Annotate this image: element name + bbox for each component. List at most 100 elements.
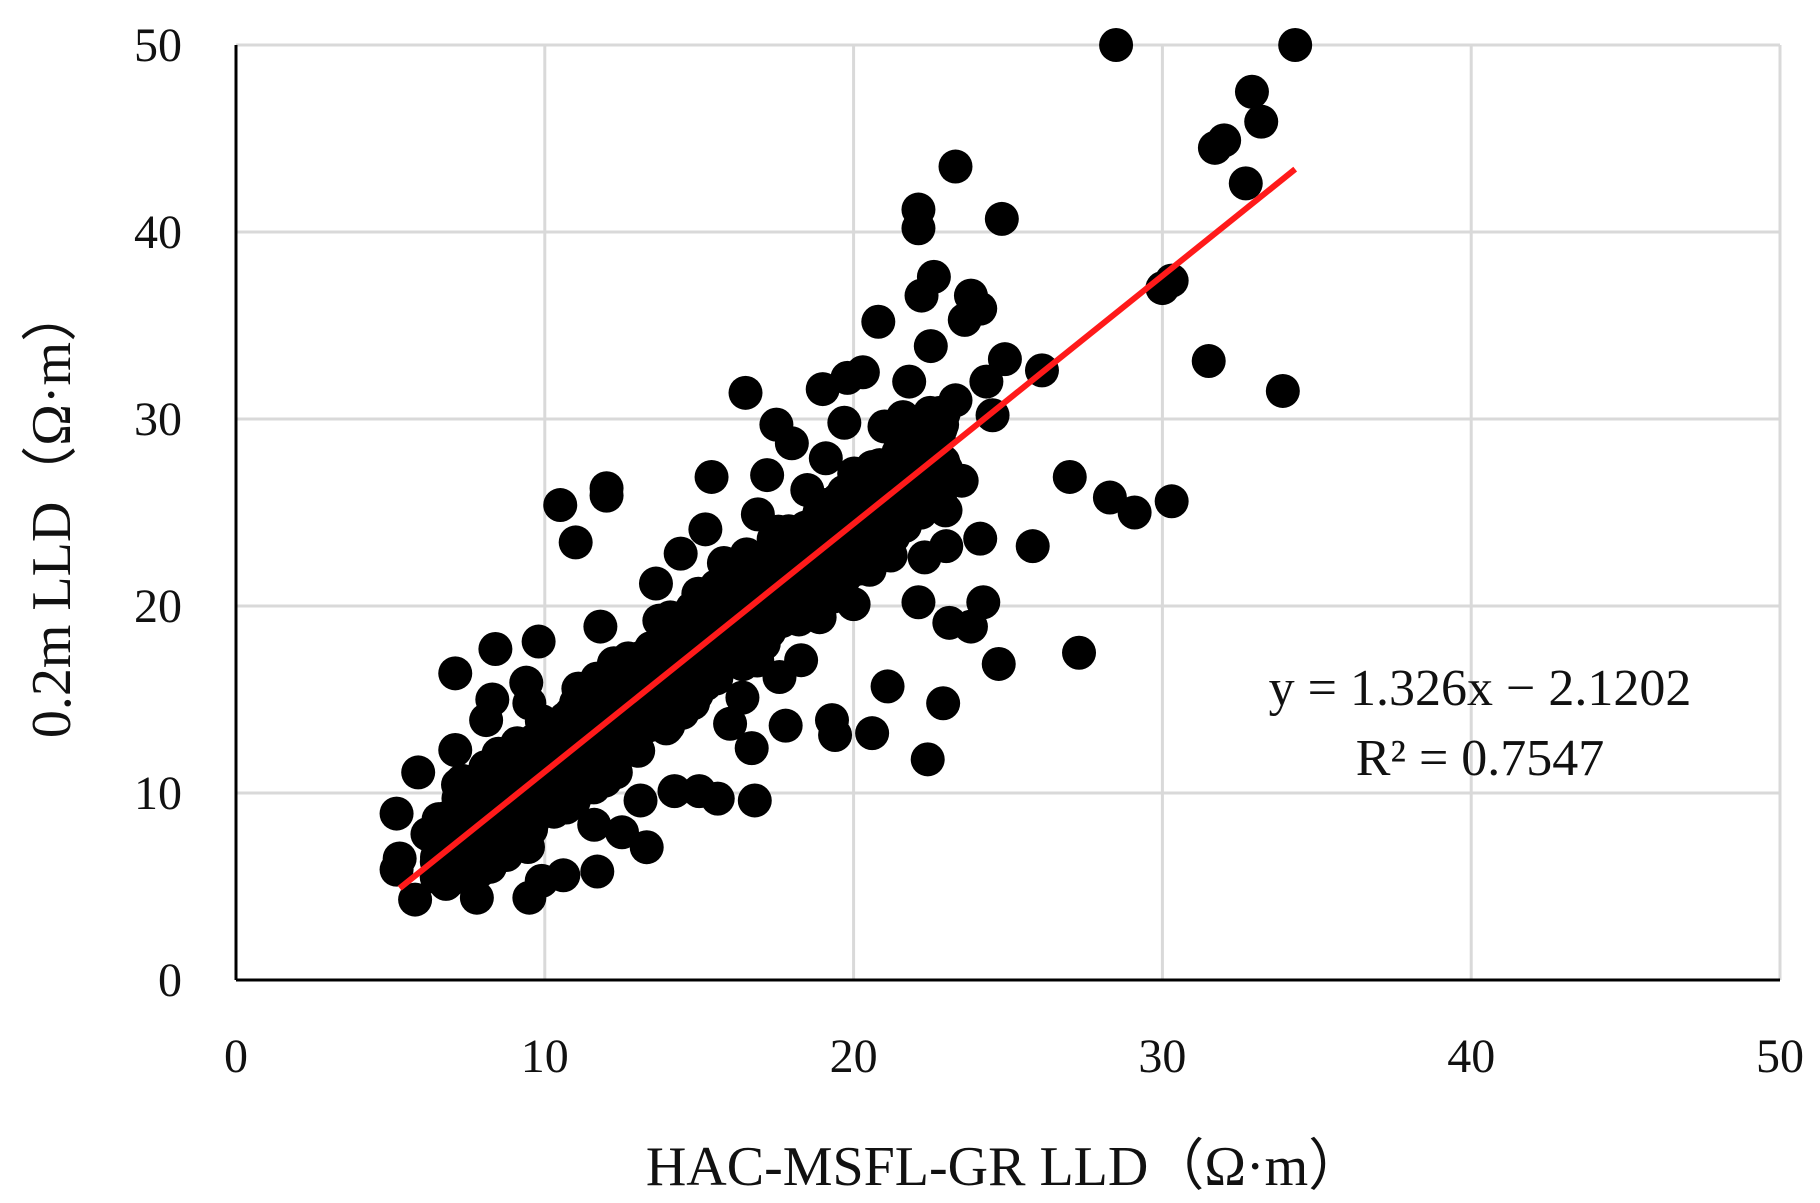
data-point (645, 640, 680, 675)
data-point (629, 830, 664, 865)
data-point (558, 525, 593, 560)
data-point (453, 825, 488, 860)
y-tick-label: 50 (134, 19, 182, 72)
data-point (861, 304, 896, 339)
data-point (453, 779, 488, 814)
data-point (870, 669, 905, 704)
data-point (617, 644, 652, 679)
data-point (1015, 529, 1050, 564)
data-point (379, 796, 414, 831)
y-tick-label: 20 (134, 580, 182, 633)
x-tick-label: 40 (1447, 1030, 1495, 1083)
data-point (642, 603, 677, 638)
data-point (728, 375, 763, 410)
data-point (433, 859, 468, 894)
y-tick-label: 10 (134, 767, 182, 820)
data-point (438, 656, 473, 691)
equation-label: y = 1.326x − 2.1202 (1269, 660, 1692, 717)
data-point (784, 643, 819, 678)
data-point (887, 492, 922, 527)
x-tick-label: 10 (521, 1030, 569, 1083)
data-point (929, 529, 964, 564)
data-point (566, 766, 601, 801)
data-point (623, 783, 658, 818)
data-point (438, 732, 473, 767)
data-point (577, 807, 612, 842)
data-points (379, 28, 1313, 917)
r-squared-label: R² = 0.7547 (1356, 730, 1605, 787)
data-point (759, 536, 794, 571)
data-point (824, 485, 859, 520)
data-point (1244, 104, 1279, 139)
data-point (906, 456, 941, 491)
data-point (808, 441, 843, 476)
data-point (963, 291, 998, 326)
data-point (913, 329, 948, 364)
data-point (774, 426, 809, 461)
data-point (580, 854, 615, 889)
data-point (734, 731, 769, 766)
data-point (621, 733, 656, 768)
data-point (500, 726, 535, 761)
data-point (478, 632, 513, 667)
data-point (1234, 74, 1269, 109)
data-point (768, 708, 803, 743)
data-point (910, 742, 945, 777)
data-point (908, 421, 943, 456)
data-point (1265, 373, 1300, 408)
data-point (818, 718, 853, 753)
data-point (543, 488, 578, 523)
data-point (855, 716, 890, 751)
data-point (605, 815, 639, 850)
data-point (583, 609, 618, 644)
data-point (688, 512, 723, 547)
data-point (700, 781, 735, 816)
data-point (892, 364, 927, 399)
data-point (459, 880, 494, 915)
data-point (713, 706, 748, 741)
data-point (1117, 495, 1152, 530)
data-point (725, 680, 760, 715)
data-point (966, 585, 1001, 620)
x-tick-label: 30 (1138, 1030, 1186, 1083)
x-tick-labels: 0 10 20 30 40 50 (224, 1030, 1804, 1083)
data-point (737, 783, 772, 818)
y-tick-label: 0 (158, 954, 182, 1007)
data-point (1092, 480, 1127, 515)
data-point (1207, 123, 1242, 158)
x-axis-label: HAC-MSFL-GR LLD（Ω·m） (646, 1136, 1364, 1198)
data-point (1052, 459, 1087, 494)
data-point (510, 829, 545, 864)
data-point (750, 458, 785, 493)
data-point (845, 355, 880, 390)
data-point (926, 686, 961, 721)
trendline (397, 166, 1298, 891)
data-point (814, 554, 849, 589)
y-axis-label: 0.2m LLD（Ω·m） (21, 286, 83, 738)
x-tick-label: 0 (224, 1030, 248, 1083)
data-point (398, 882, 433, 917)
x-tick-label: 50 (1756, 1030, 1804, 1083)
y-tick-labels: 0 10 20 30 40 50 (134, 19, 182, 1007)
data-point (987, 342, 1022, 377)
data-point (638, 566, 673, 601)
data-point (916, 259, 951, 294)
data-point (1191, 344, 1226, 379)
data-point (859, 535, 894, 570)
data-point (901, 211, 936, 246)
data-point (521, 624, 556, 659)
data-point (781, 602, 816, 637)
data-point (734, 633, 769, 668)
data-point (401, 755, 436, 790)
data-point (1154, 484, 1189, 519)
x-tick-label: 20 (830, 1030, 878, 1083)
data-point (379, 852, 414, 887)
data-point (938, 149, 973, 184)
data-point (1278, 28, 1313, 62)
data-point (663, 536, 698, 571)
data-point (589, 478, 624, 513)
data-point (901, 585, 936, 620)
data-point (546, 858, 581, 893)
data-point (729, 559, 764, 594)
y-tick-label: 40 (134, 206, 182, 259)
